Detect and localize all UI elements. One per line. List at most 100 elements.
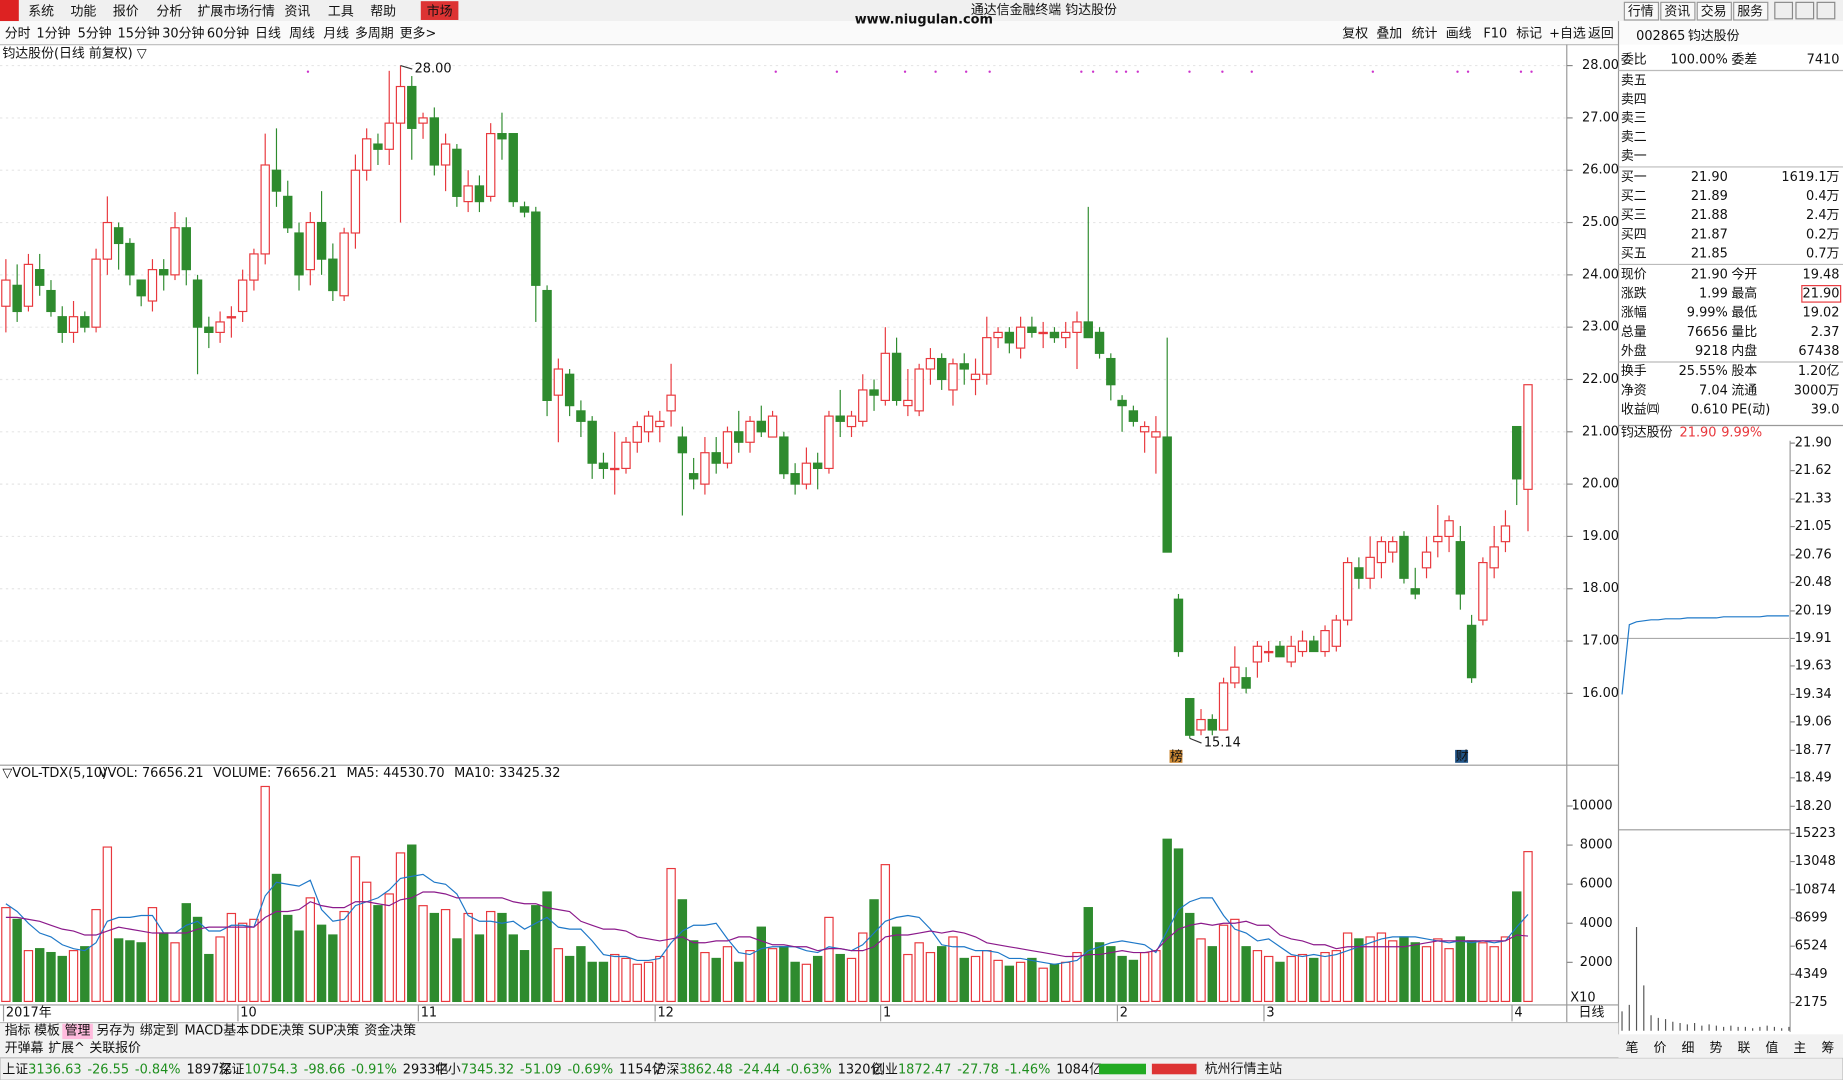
toolbar-button[interactable]: 标记 (1516, 27, 1542, 42)
bottom-tab[interactable]: MACD基本 (185, 1023, 250, 1038)
candle-body (790, 473, 800, 485)
menu-item[interactable]: 功能 (71, 4, 97, 19)
top-button-label[interactable]: 行情 (1628, 4, 1654, 19)
candle-body (1512, 425, 1522, 480)
top-button-label[interactable]: 服务 (1737, 3, 1763, 19)
period-tab[interactable]: 分时 (5, 27, 31, 42)
mini-tab[interactable]: 主 (1793, 1041, 1806, 1056)
bottom-tab[interactable]: DDE决策 (250, 1022, 304, 1038)
volume-bar (700, 951, 710, 1003)
volume-bar (1444, 948, 1454, 1003)
mini-tab[interactable]: 联 (1737, 1041, 1750, 1056)
menu-item[interactable]: 分析 (156, 4, 182, 19)
menu-item[interactable]: 工具 (328, 4, 354, 19)
mini-tab[interactable]: 笔 (1626, 1040, 1639, 1056)
volume-bar (1128, 959, 1139, 1003)
bottom-tab[interactable]: 另存为 (96, 1023, 135, 1038)
quote-label: 换手 (1621, 364, 1647, 379)
mini-tab[interactable]: 细 (1681, 1041, 1694, 1056)
volume-bar (418, 905, 428, 1003)
quote-label: 最高 (1731, 286, 1757, 302)
y-tick-label: 4349 (1795, 967, 1828, 982)
candle-body (260, 164, 270, 255)
volume-bar (294, 930, 304, 1003)
toolbar-button[interactable]: 画线 (1446, 27, 1472, 42)
top-button-label[interactable]: 交易 (1701, 3, 1727, 19)
bottom-tab[interactable]: 资金决策 (364, 1022, 416, 1038)
bottom-option[interactable]: 开弹幕 (5, 1041, 44, 1056)
toolbar-button[interactable]: 返回 (1588, 27, 1614, 42)
period-tab[interactable]: 多周期 (355, 27, 394, 42)
period-tab[interactable]: 30分钟 (162, 26, 204, 42)
y-tick-label: 19.34 (1795, 687, 1832, 702)
volume-bar (395, 852, 406, 1003)
quote-value: 76656 (1687, 325, 1728, 340)
candle-body (1117, 399, 1127, 407)
volume-bar (1466, 940, 1477, 1003)
volume-bar (1196, 938, 1206, 1003)
menu-item[interactable]: 系统 (28, 4, 54, 19)
volume-bar (1523, 851, 1533, 1003)
candle-body (23, 263, 34, 307)
period-tab[interactable]: 5分钟 (78, 26, 112, 42)
toolbar-button[interactable]: 叠加 (1376, 27, 1402, 42)
y-tick-label: 18.77 (1795, 743, 1832, 758)
market-button-label[interactable]: 市场 (427, 3, 453, 19)
index-amount: 1897亿 (186, 1062, 232, 1077)
menu-item[interactable]: 资讯 (284, 4, 310, 19)
mini-tab[interactable]: 筹 (1821, 1040, 1834, 1056)
volume-bar (12, 918, 22, 1003)
index-quote: 创业1872.47 -27.78 -1.46% 1084亿 (872, 1062, 1102, 1077)
quote-value: 1.99 (1699, 287, 1728, 302)
mini-tab[interactable]: 势 (1709, 1040, 1722, 1056)
quote-label: 涨跌 (1621, 286, 1647, 302)
window-button (1795, 1, 1815, 20)
period-tab[interactable]: 15分钟 (118, 26, 160, 42)
top-button-label[interactable]: 资讯 (1664, 4, 1690, 19)
bottom-tab[interactable]: 指标 (5, 1023, 31, 1038)
period-tab[interactable]: 1分钟 (36, 26, 70, 42)
toolbar-button[interactable]: F10 (1483, 27, 1507, 42)
toolbar-button[interactable]: 复权 (1342, 26, 1368, 42)
candle-body (407, 85, 417, 129)
mini-tab[interactable]: 值 (1765, 1040, 1778, 1056)
candle-body (880, 352, 891, 401)
volume-bar (1275, 961, 1285, 1003)
bottom-tab[interactable]: SUP决策 (308, 1022, 359, 1038)
toolbar-button[interactable]: 统计 (1412, 27, 1438, 42)
candle-body (722, 431, 733, 464)
y-tick-label: 6000 (1580, 877, 1613, 892)
candle-body (361, 138, 372, 171)
volume-bar (508, 934, 518, 1003)
mini-tab[interactable]: 价 (1654, 1041, 1667, 1056)
candle-body (542, 289, 552, 401)
volume-bar (993, 959, 1003, 1003)
candle-body (204, 326, 214, 333)
period-tab[interactable]: 月线 (323, 27, 349, 42)
period-tab[interactable]: 更多> (400, 27, 437, 42)
menu-item[interactable]: 帮助 (370, 4, 396, 19)
chart-title: 钧达股份(日线 前复权) ▽ (2, 46, 146, 62)
period-tab[interactable]: 日线 (255, 27, 281, 42)
menu-item[interactable]: 报价 (113, 4, 139, 19)
bottom-tab[interactable]: 绑定到 (140, 1023, 179, 1038)
volume-bar (215, 936, 225, 1003)
info-dot (1091, 70, 1095, 73)
period-tab[interactable]: 60分钟 (207, 26, 249, 42)
candle-body (1083, 321, 1093, 339)
bottom-option[interactable]: 关联报价 (89, 1041, 141, 1056)
bottom-tab[interactable]: 模板 (34, 1023, 60, 1038)
menu-item[interactable]: 扩展市场行情 (197, 3, 275, 19)
info-dot (988, 70, 991, 73)
bottom-option[interactable]: 扩展^ (48, 1041, 85, 1056)
period-tab[interactable]: 周线 (289, 27, 315, 42)
y-tick-label: 18.20 (1795, 799, 1832, 814)
bottom-tab[interactable]: 管理 (65, 1023, 91, 1038)
volume-bar (824, 916, 834, 1003)
toolbar-button[interactable]: +自选 (1549, 27, 1586, 42)
stock-code: 002865 (1636, 29, 1685, 44)
y-tick-label: 21.33 (1795, 492, 1832, 507)
y-tick-label: 16.00 (1582, 686, 1619, 701)
info-dot (1519, 70, 1523, 73)
index-percent: -0.84% (135, 1062, 181, 1077)
